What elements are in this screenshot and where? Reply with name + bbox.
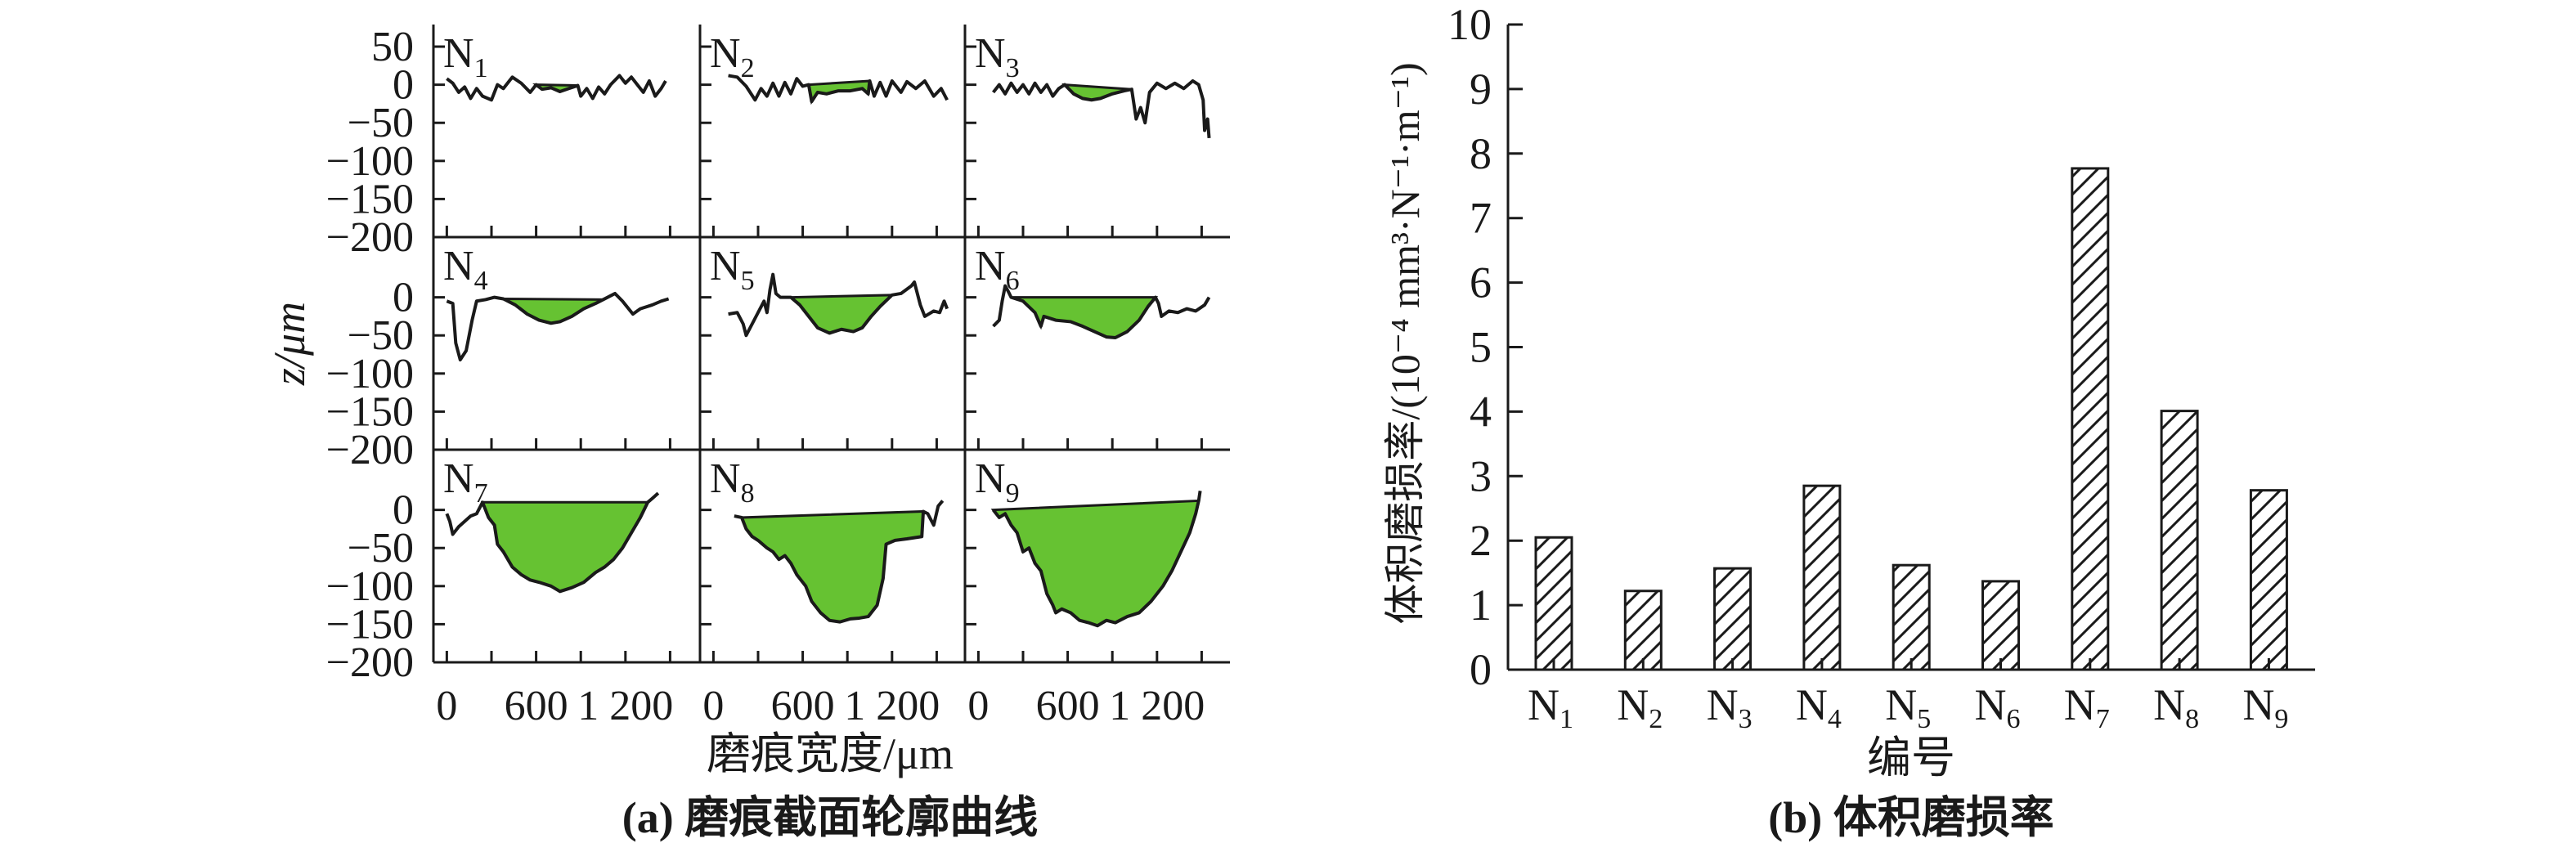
subplot-label: N3: [975, 30, 1020, 83]
y-tick-label: 3: [1470, 451, 1492, 500]
bar: [1892, 563, 1931, 671]
subplot-label: N5: [710, 243, 755, 296]
y-tick-label: 8: [1470, 129, 1492, 178]
y-tick-label: −150: [326, 601, 414, 648]
bar: [2249, 489, 2288, 671]
profile-line: [992, 491, 1202, 628]
bar: [2160, 410, 2199, 671]
x-tick-label: N1: [1528, 680, 1573, 734]
subplot-label: N8: [710, 455, 755, 509]
wear-area: [502, 297, 604, 325]
wear-area: [1010, 296, 1159, 339]
y-tick-label: 7: [1470, 194, 1492, 243]
y-tick-label: −50: [348, 100, 414, 146]
profile-line: [446, 74, 667, 102]
y-tick-label: −200: [326, 427, 414, 473]
y-tick-label: −50: [348, 525, 414, 572]
axes-lines: [432, 25, 1230, 664]
y-tick-label: −100: [326, 563, 414, 610]
panel-caption: (b) 体积磨损率: [1768, 793, 2054, 842]
y-tick-label: −50: [348, 312, 414, 359]
profile-line: [445, 491, 660, 594]
profile-subplot: N9 0 600 1 200: [965, 455, 1205, 729]
y-tick-label: −150: [326, 176, 414, 222]
profile-subplot: N3: [965, 30, 1211, 237]
x-tick-label: N2: [1617, 680, 1663, 734]
panel-caption: (a) 磨痕截面轮廓曲线: [622, 793, 1038, 842]
y-tick-label: −100: [326, 351, 414, 397]
x-tick-label: 1 200: [577, 683, 673, 729]
x-tick-label: 600: [505, 683, 568, 729]
profile-line: [992, 284, 1211, 340]
x-tick-label: N8: [2153, 680, 2199, 734]
y-tick-label: 9: [1470, 65, 1492, 114]
wear-area: [739, 509, 925, 624]
y-tick-label: 5: [1470, 323, 1492, 372]
x-tick-label: 0: [967, 683, 989, 729]
y-tick-label: −200: [326, 214, 414, 261]
y-tick-label: 10: [1447, 0, 1492, 49]
y-axis-label: z/μm: [265, 302, 314, 386]
bar: [1802, 484, 1842, 671]
y-tick-label: 6: [1470, 258, 1492, 307]
y-axis-label: 体积磨损率/(10⁻⁴ mm³·N⁻¹·m⁻¹): [1382, 62, 1428, 624]
profile-subplot: N6: [965, 243, 1211, 450]
subplot-label: N9: [975, 455, 1020, 509]
subplot-label: N7: [443, 455, 488, 509]
bar: [1713, 567, 1752, 671]
bar: [1981, 580, 2020, 671]
y-tick-label: −200: [326, 639, 414, 686]
x-tick-label: 1 200: [844, 683, 940, 729]
x-tick-label: N9: [2242, 680, 2288, 734]
x-tick-label: 600: [771, 683, 835, 729]
x-tick-label: N4: [1796, 680, 1842, 734]
y-tick-label: −150: [326, 388, 414, 435]
x-tick-label: 1 200: [1109, 683, 1205, 729]
x-axis-label: 编号: [1867, 733, 1955, 782]
wear-area: [990, 499, 1200, 627]
subplot-label: N6: [975, 243, 1020, 296]
bar: [1623, 590, 1663, 671]
x-tick-label: N5: [1885, 680, 1931, 734]
x-tick-label: N7: [2064, 680, 2110, 734]
profile-line: [446, 291, 670, 362]
profile-subplot: N1 500−50−100−150−200: [326, 24, 671, 261]
profile-subplot: N5: [700, 243, 949, 450]
y-tick-label: 0: [393, 62, 414, 109]
profile-line: [728, 74, 949, 104]
profile-line: [734, 500, 945, 624]
x-tick-label: 0: [702, 683, 724, 729]
x-tick-label: N3: [1707, 680, 1752, 734]
profile-subplot: N4 0−50−100−150−200: [326, 243, 671, 473]
profile-line: [992, 78, 1211, 139]
subplot-label: N4: [443, 243, 488, 296]
profile-subplot: N2: [700, 30, 949, 237]
y-tick-label: 1: [1470, 581, 1492, 630]
subplot-label: N1: [443, 30, 488, 83]
profile-line: [728, 272, 949, 338]
y-tick-label: −100: [326, 138, 414, 185]
y-tick-label: 0: [393, 487, 414, 534]
bar: [1534, 536, 1573, 671]
wear-rate-bar-chart: 0 1 2 3 4 5 6 7 8 9 10 N1 N2 N3 N4 N5 N6 N7 N8 N9 编号 体积磨损率/(1…: [1382, 0, 2315, 842]
x-tick-label: N6: [1975, 680, 2021, 734]
subplot-label: N2: [710, 30, 755, 83]
profile-subplot: N8 0 600 1 200: [700, 455, 945, 729]
y-tick-label: 2: [1470, 516, 1492, 565]
y-tick-label: 50: [371, 24, 414, 70]
x-axis-label: 磨痕宽度/μm: [707, 729, 954, 778]
y-tick-label: 0: [393, 275, 414, 321]
y-tick-label: 0: [1470, 645, 1492, 694]
x-tick-label: 0: [436, 683, 457, 729]
y-tick-label: 4: [1470, 387, 1492, 436]
bar: [2071, 167, 2110, 671]
x-tick-label: 600: [1036, 683, 1100, 729]
